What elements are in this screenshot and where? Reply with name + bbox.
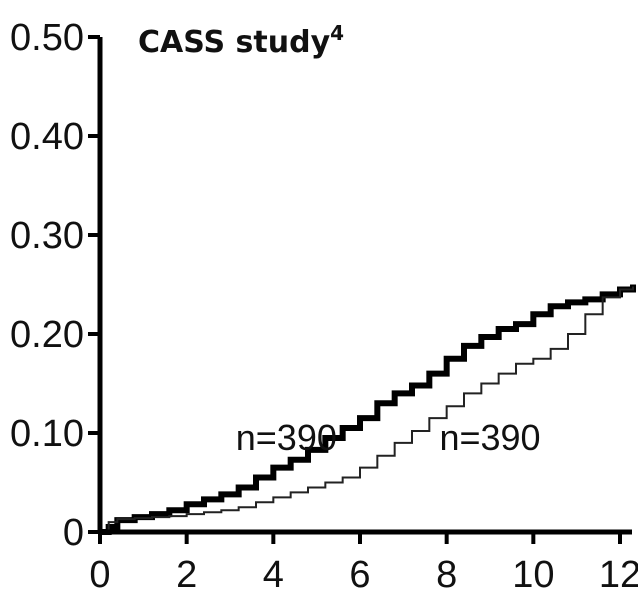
n-annotation: n=390 [236, 417, 337, 458]
x-tick-label: 4 [263, 554, 284, 596]
chart-title-main: CASS study [138, 25, 331, 60]
n-annotation: n=390 [439, 417, 540, 458]
chart-title: CASS study4 [138, 21, 344, 60]
chart-title-superscript: 4 [330, 21, 344, 45]
x-tick-label: 6 [349, 554, 370, 596]
y-tick-label: 0.50 [10, 17, 84, 59]
x-tick-label: 10 [512, 554, 554, 596]
x-tick-label: 2 [176, 554, 197, 596]
x-tick-label: 8 [436, 554, 457, 596]
series-line-thin [100, 286, 634, 533]
y-tick-label: 0.20 [10, 314, 84, 356]
text-layer: CASS study4 00.100.200.300.400.500 2 4 6 8 10… [10, 17, 638, 596]
y-tick-label: 0.10 [10, 413, 84, 455]
x-tick-label: 12 [599, 554, 638, 596]
series-line-thick [100, 284, 636, 535]
y-tick-label: 0 [63, 512, 84, 554]
x-tick-label: 0 [89, 554, 110, 596]
axes-layer [88, 35, 632, 544]
series-layer [100, 284, 636, 535]
y-tick-label: 0.40 [10, 116, 84, 158]
y-tick-label: 0.30 [10, 215, 84, 257]
